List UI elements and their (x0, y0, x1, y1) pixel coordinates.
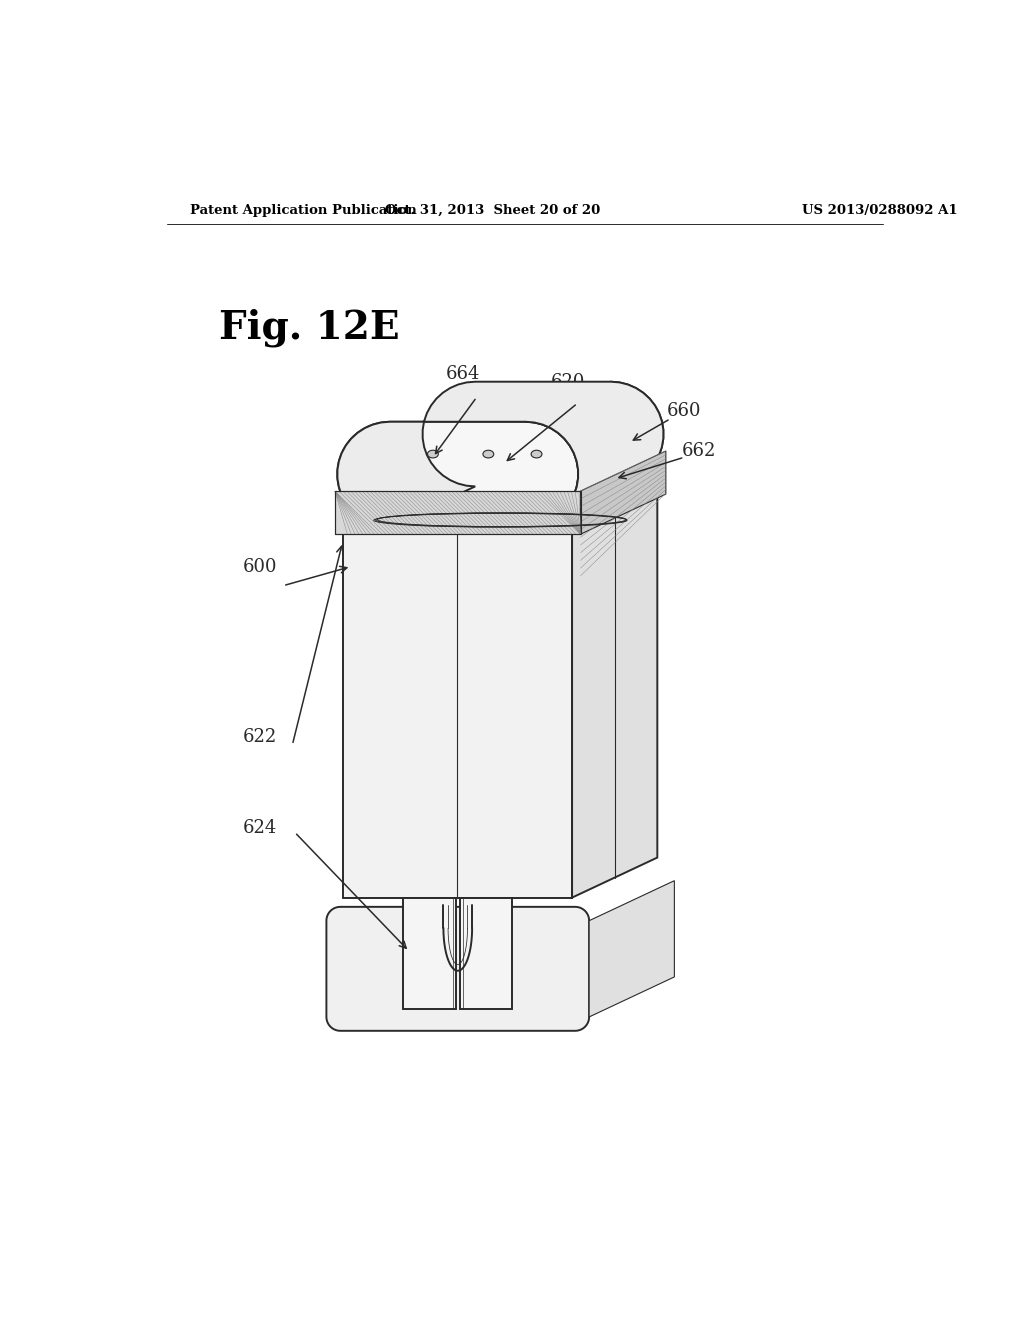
Text: 600: 600 (243, 557, 278, 576)
Text: Fig. 12E: Fig. 12E (219, 309, 400, 347)
Polygon shape (525, 381, 664, 527)
Text: Oct. 31, 2013  Sheet 20 of 20: Oct. 31, 2013 Sheet 20 of 20 (385, 205, 600, 218)
Text: 662: 662 (682, 442, 717, 459)
Polygon shape (335, 491, 581, 535)
Text: US 2013/0288092 A1: US 2013/0288092 A1 (802, 205, 957, 218)
Text: 660: 660 (667, 403, 701, 420)
Text: 622: 622 (243, 729, 276, 746)
Ellipse shape (483, 450, 494, 458)
Text: Patent Application Publication: Patent Application Publication (190, 205, 417, 218)
Polygon shape (581, 451, 666, 535)
Text: 620: 620 (551, 374, 586, 391)
Polygon shape (403, 898, 456, 1010)
Polygon shape (460, 898, 512, 1010)
Polygon shape (327, 907, 589, 1031)
Polygon shape (572, 465, 657, 898)
Text: 664: 664 (445, 366, 480, 383)
Polygon shape (343, 506, 572, 898)
Polygon shape (338, 381, 664, 527)
Ellipse shape (427, 450, 438, 458)
Polygon shape (589, 880, 675, 1016)
Polygon shape (337, 422, 579, 527)
Text: 624: 624 (243, 820, 276, 837)
Ellipse shape (531, 450, 542, 458)
